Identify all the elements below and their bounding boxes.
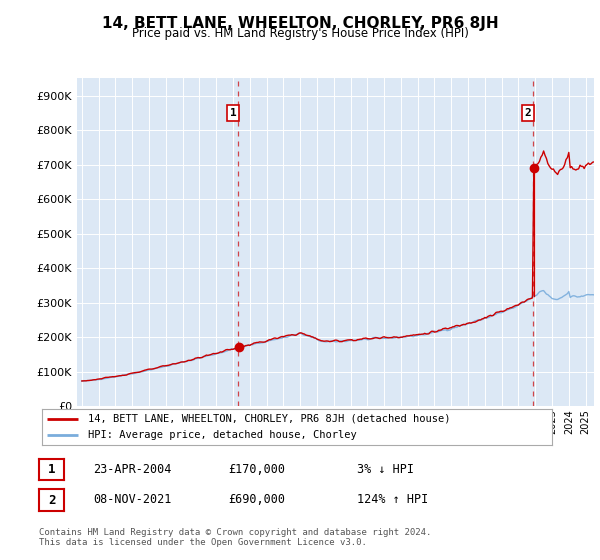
Text: 1: 1 [230, 108, 236, 118]
Text: 1: 1 [48, 463, 55, 477]
Text: HPI: Average price, detached house, Chorley: HPI: Average price, detached house, Chor… [88, 431, 356, 440]
Text: 14, BETT LANE, WHEELTON, CHORLEY, PR6 8JH (detached house): 14, BETT LANE, WHEELTON, CHORLEY, PR6 8J… [88, 414, 451, 423]
Text: 14, BETT LANE, WHEELTON, CHORLEY, PR6 8JH: 14, BETT LANE, WHEELTON, CHORLEY, PR6 8J… [101, 16, 499, 31]
Text: 2: 2 [48, 493, 55, 507]
Text: 2: 2 [524, 108, 531, 118]
Text: £170,000: £170,000 [228, 463, 285, 476]
Text: 124% ↑ HPI: 124% ↑ HPI [357, 493, 428, 506]
Text: £690,000: £690,000 [228, 493, 285, 506]
Text: 08-NOV-2021: 08-NOV-2021 [93, 493, 172, 506]
Text: 3% ↓ HPI: 3% ↓ HPI [357, 463, 414, 476]
Text: 23-APR-2004: 23-APR-2004 [93, 463, 172, 476]
Text: Contains HM Land Registry data © Crown copyright and database right 2024.
This d: Contains HM Land Registry data © Crown c… [39, 528, 431, 547]
Text: Price paid vs. HM Land Registry's House Price Index (HPI): Price paid vs. HM Land Registry's House … [131, 27, 469, 40]
